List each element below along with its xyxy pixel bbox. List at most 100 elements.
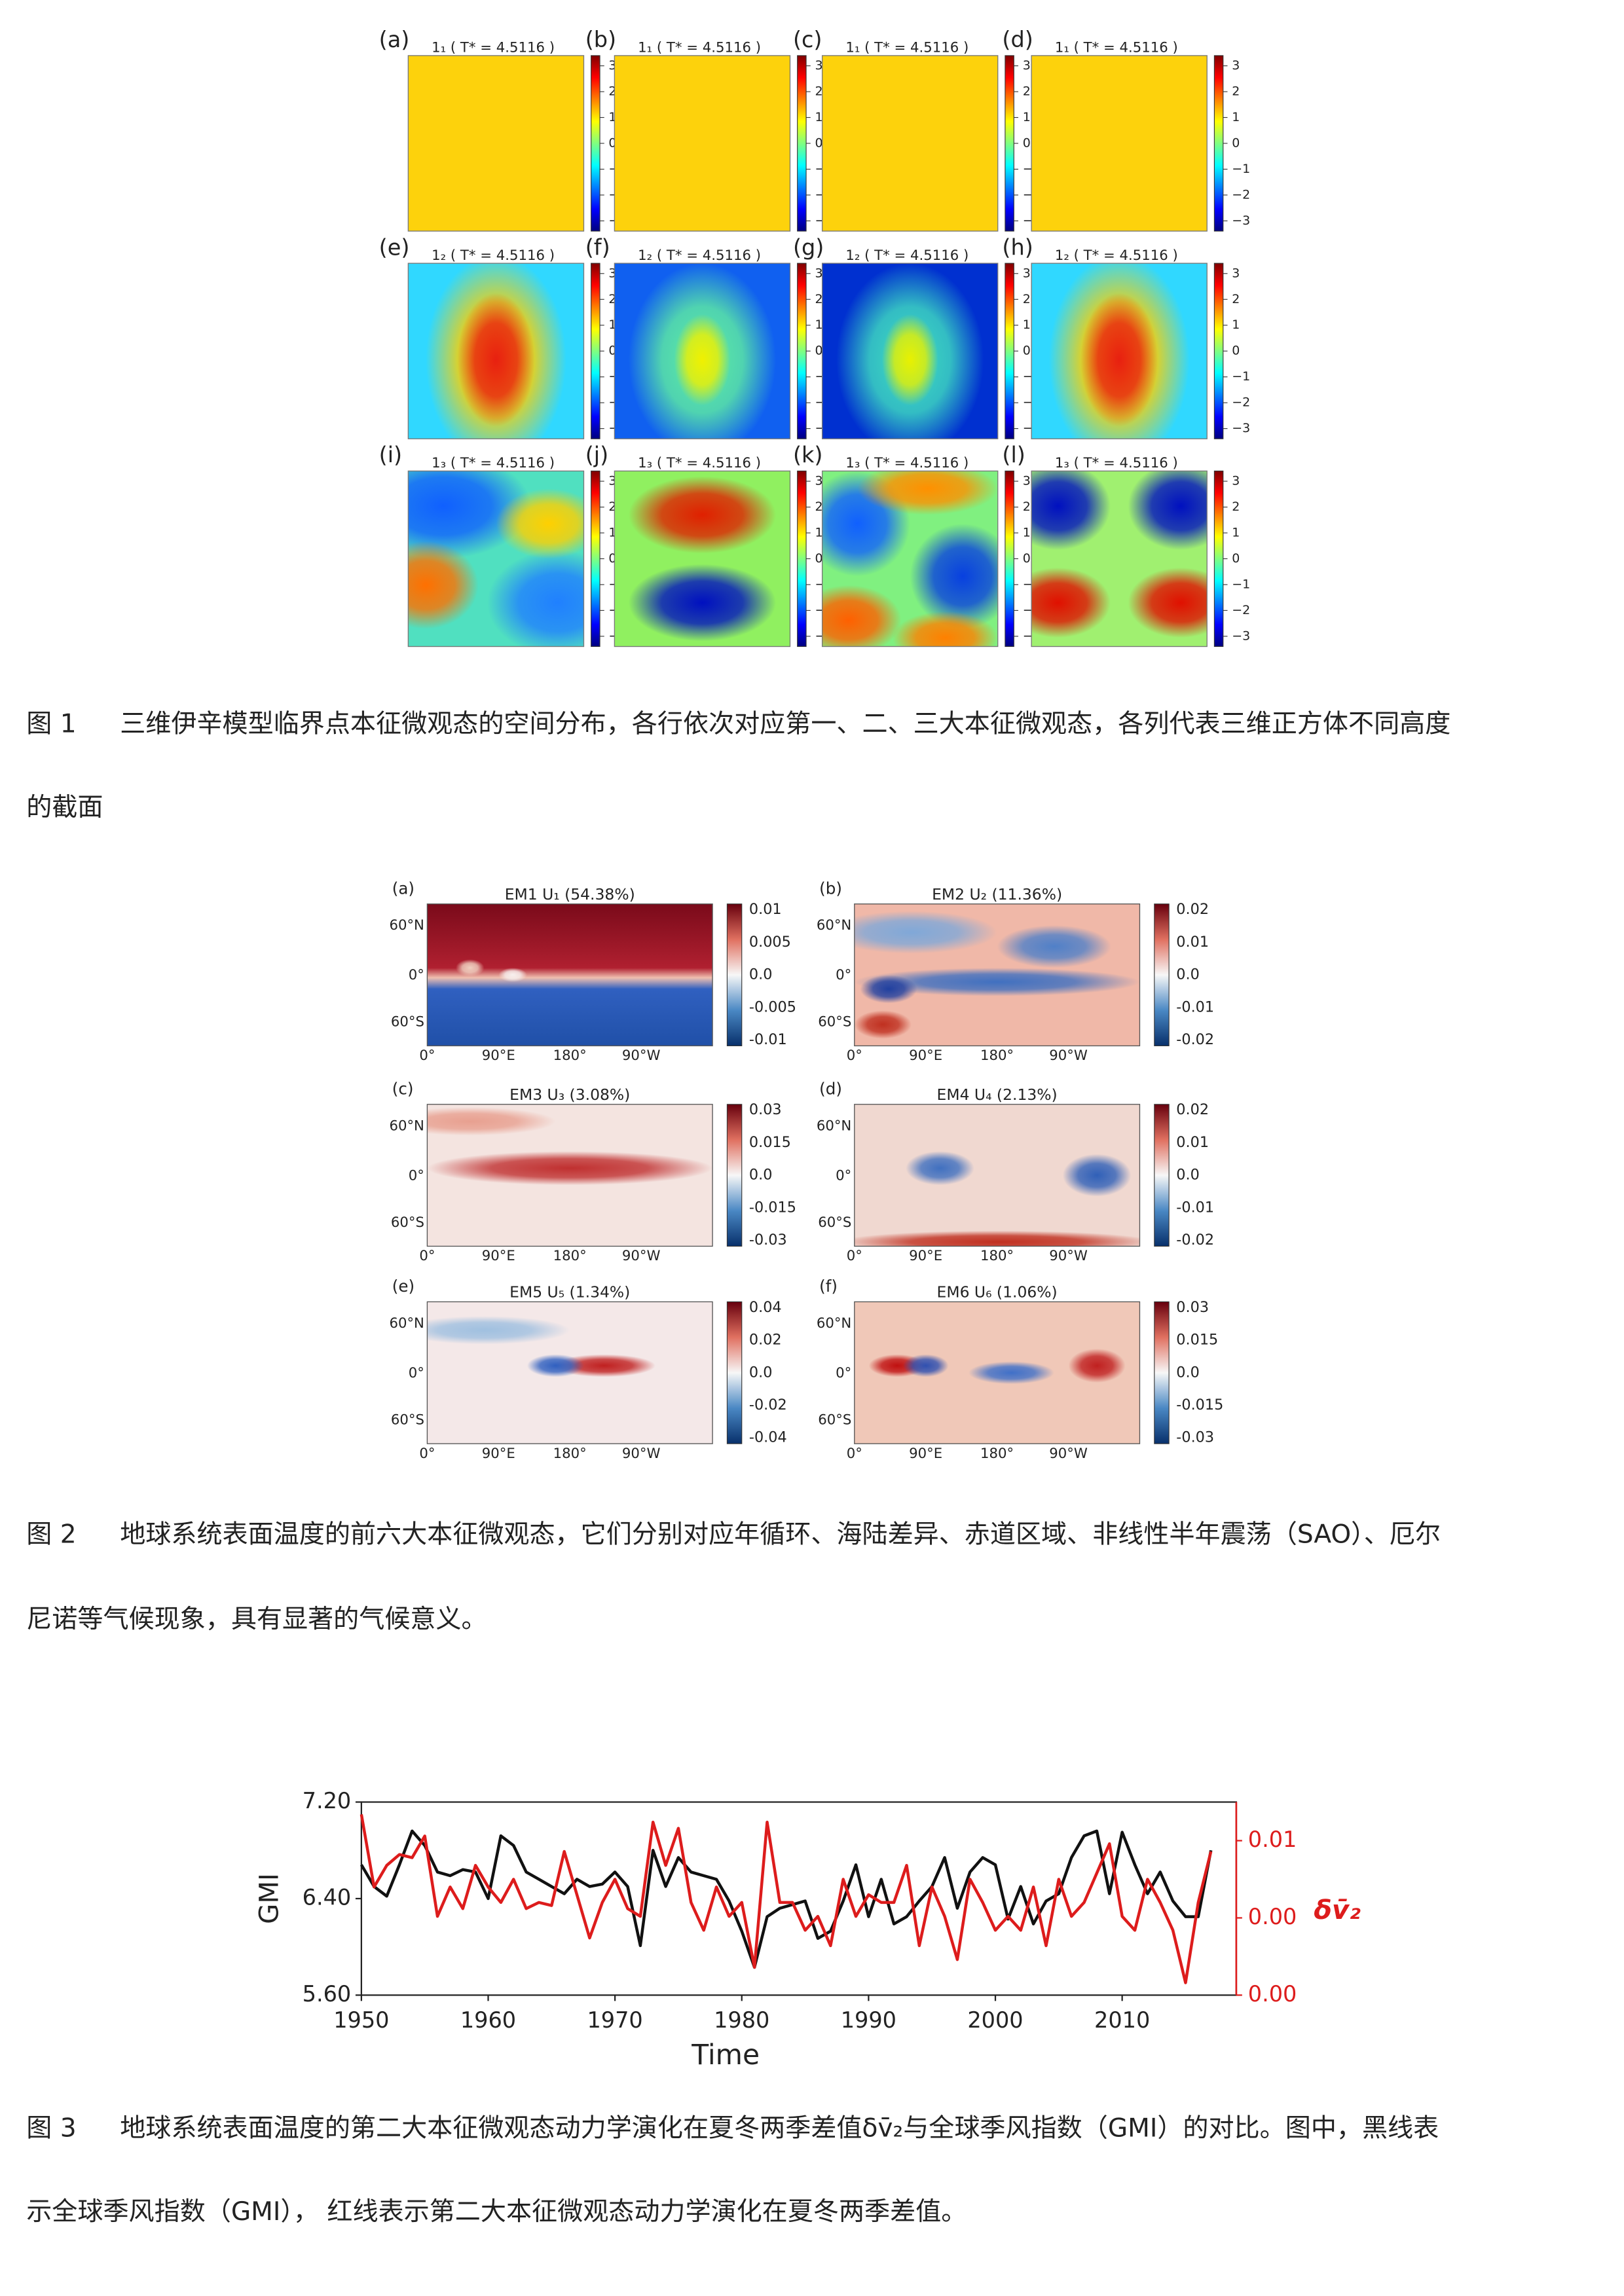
lon-label: 0° xyxy=(847,1048,862,1064)
colorbar xyxy=(1213,55,1224,232)
heatmap xyxy=(822,263,998,439)
pattern-blob xyxy=(457,293,535,427)
colorbar-tick-label: 3 xyxy=(1023,58,1031,73)
lon-label: 0° xyxy=(419,1048,435,1064)
colorbar-tick-label: 3 xyxy=(815,58,822,73)
caption-line: 地球系统表面温度的前六大本征微观态，它们分别对应年循环、海陆差异、赤道区域、非线… xyxy=(120,1520,1441,1549)
panel-title: 1₂ ( T* = 4.5116 ) xyxy=(845,247,969,264)
colorbar-tick-label: 3 xyxy=(815,266,822,280)
colorbar-tick-label: −1 xyxy=(1232,577,1250,591)
colorbar-tick-label: 0 xyxy=(815,551,822,566)
colorbar-tick-label: 0 xyxy=(1023,136,1031,150)
panel-label: (i) xyxy=(379,443,402,468)
colorbar xyxy=(1005,55,1014,232)
colorbar-tick-label: 0 xyxy=(1232,136,1240,150)
lat-label: 60°S xyxy=(391,1412,424,1428)
heatmap xyxy=(408,263,584,439)
panel-title: EM1 U₁ (54.38%) xyxy=(505,885,635,903)
lat-label: 60°S xyxy=(391,1014,424,1030)
panel-title: 1₃ ( T* = 4.5116 ) xyxy=(845,455,969,471)
colorbar-tick-label: 0 xyxy=(1023,551,1031,566)
y2-axis-label: δv̄₂ xyxy=(1314,1895,1361,1925)
colorbar-tick-label: 2 xyxy=(1023,292,1031,306)
heatmap-bg xyxy=(822,55,998,232)
caption-line: 的截面 xyxy=(26,793,103,822)
lon-label: 90°W xyxy=(622,1446,661,1462)
heatmap-frame xyxy=(614,470,791,647)
pattern-blob xyxy=(902,1354,949,1377)
colorbar-tick-label: -0.015 xyxy=(749,1199,796,1216)
colorbar-tick-label: 2 xyxy=(815,292,822,306)
colorbar-tick-label: 0.0 xyxy=(749,1364,773,1381)
lon-label: 90°E xyxy=(909,1248,942,1264)
heatmap-frame xyxy=(1031,470,1208,647)
map xyxy=(854,1104,1140,1247)
map xyxy=(427,903,713,1046)
pattern-blob xyxy=(860,975,917,1004)
x-tick-label: 1970 xyxy=(587,2007,642,2033)
colorbar-tick-label: −3 xyxy=(1232,629,1250,643)
colorbar xyxy=(591,263,600,439)
heatmap xyxy=(408,471,584,647)
heatmap-frame xyxy=(407,263,585,439)
colorbar xyxy=(591,470,600,647)
panel-title: EM4 U₄ (2.13%) xyxy=(937,1085,1058,1104)
heatmap xyxy=(822,471,998,647)
colorbar-tick-label: 0.04 xyxy=(749,1299,782,1316)
pattern-blob xyxy=(674,314,731,406)
pattern-blob xyxy=(455,959,485,977)
pattern-blob xyxy=(854,911,997,954)
colorbar-tick-label: 0 xyxy=(1232,551,1240,566)
caption-label: 图 2 xyxy=(26,1520,76,1549)
heatmap xyxy=(1031,471,1208,647)
pattern-blob xyxy=(881,314,938,406)
x-axis-label: Time xyxy=(691,2039,760,2071)
colorbar-tick-label: 0.01 xyxy=(1176,1134,1209,1151)
lat-label: 60°N xyxy=(389,1118,424,1134)
lat-label: 60°N xyxy=(817,1315,851,1332)
lon-label: 180° xyxy=(553,1446,587,1462)
colorbar-tick-label: 2 xyxy=(1232,500,1240,514)
colorbar-tick-label: 0.02 xyxy=(1176,1101,1209,1118)
colorbar-tick-label: 0.0 xyxy=(1176,966,1200,983)
colorbar xyxy=(1154,1104,1170,1247)
pattern-blob xyxy=(526,1354,585,1377)
panel-label: (j) xyxy=(585,443,608,468)
map-frame xyxy=(426,1301,713,1444)
panel-title: EM3 U₃ (3.08%) xyxy=(509,1085,630,1104)
pattern-blob xyxy=(906,1151,974,1186)
heatmap xyxy=(822,55,998,232)
colorbar xyxy=(797,55,807,232)
lon-label: 90°E xyxy=(909,1446,942,1462)
x-tick-label: 1950 xyxy=(333,2007,389,2033)
colorbar-tick-label: 3 xyxy=(815,474,822,488)
panel-title: 1₂ ( T* = 4.5116 ) xyxy=(432,247,555,264)
colorbar-tick-label: 1 xyxy=(815,110,822,124)
colorbar-tick-label: 0.015 xyxy=(749,1134,791,1151)
colorbar-tick-label: 0.015 xyxy=(1176,1332,1218,1349)
colorbar-tick-label: -0.005 xyxy=(749,998,796,1015)
y2-tick-label: 0.01 xyxy=(1248,1827,1297,1852)
caption-line: 尼诺等气候现象，具有显著的气候意义。 xyxy=(26,1605,487,1634)
lat-label: 60°N xyxy=(817,917,851,934)
panel-title: 1₂ ( T* = 4.5116 ) xyxy=(1055,247,1178,264)
panel-title: 1₃ ( T* = 4.5116 ) xyxy=(432,455,555,471)
pattern-blob xyxy=(854,1010,912,1039)
lat-label: 0° xyxy=(836,967,851,983)
lat-label: 60°N xyxy=(389,1315,424,1332)
series-line xyxy=(360,1814,1213,1984)
panel-title: 1₁ ( T* = 4.5116 ) xyxy=(1055,40,1178,56)
map xyxy=(427,1104,713,1247)
caption-line: 三维伊辛模型临界点本征微观态的空间分布，各行依次对应第一、二、三大本征微观态，各… xyxy=(120,710,1450,739)
colorbar-tick-label: 0.0 xyxy=(749,1167,773,1184)
lat-label: 60°N xyxy=(389,917,424,934)
lon-label: 0° xyxy=(419,1446,435,1462)
colorbar-tick-label: 0 xyxy=(1023,344,1031,358)
lon-label: 180° xyxy=(980,1248,1014,1264)
colorbar-tick-label: 1 xyxy=(1232,318,1240,332)
caption-line: 地球系统表面温度的第二大本征微观态动力学演化在夏冬两季差值δv̄₂与全球季风指数… xyxy=(120,2113,1439,2143)
colorbar-tick-label: −3 xyxy=(1232,421,1250,435)
colorbar-tick-label: -0.04 xyxy=(749,1429,787,1446)
